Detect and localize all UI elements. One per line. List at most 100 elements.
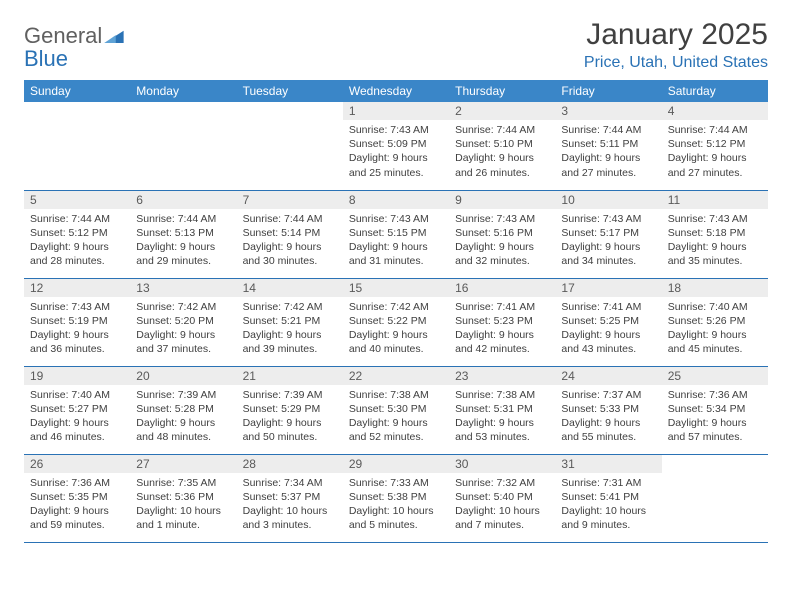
calendar-day-cell: 22Sunrise: 7:38 AMSunset: 5:30 PMDayligh… bbox=[343, 366, 449, 454]
day-number: 31 bbox=[555, 455, 661, 473]
calendar-day-cell: 9Sunrise: 7:43 AMSunset: 5:16 PMDaylight… bbox=[449, 190, 555, 278]
calendar-empty-cell bbox=[662, 454, 768, 542]
calendar-day-cell: 23Sunrise: 7:38 AMSunset: 5:31 PMDayligh… bbox=[449, 366, 555, 454]
logo-text-blue: Blue bbox=[24, 46, 68, 71]
day-details: Sunrise: 7:40 AMSunset: 5:27 PMDaylight:… bbox=[24, 385, 130, 449]
day-number: 21 bbox=[237, 367, 343, 385]
calendar-week-row: 26Sunrise: 7:36 AMSunset: 5:35 PMDayligh… bbox=[24, 454, 768, 542]
logo-text-general: General bbox=[24, 24, 102, 47]
calendar-empty-cell bbox=[130, 102, 236, 190]
day-number: 25 bbox=[662, 367, 768, 385]
day-details: Sunrise: 7:41 AMSunset: 5:25 PMDaylight:… bbox=[555, 297, 661, 361]
day-number: 24 bbox=[555, 367, 661, 385]
day-details: Sunrise: 7:34 AMSunset: 5:37 PMDaylight:… bbox=[237, 473, 343, 537]
calendar-day-cell: 21Sunrise: 7:39 AMSunset: 5:29 PMDayligh… bbox=[237, 366, 343, 454]
day-details: Sunrise: 7:43 AMSunset: 5:18 PMDaylight:… bbox=[662, 209, 768, 273]
calendar-day-cell: 17Sunrise: 7:41 AMSunset: 5:25 PMDayligh… bbox=[555, 278, 661, 366]
calendar-day-cell: 18Sunrise: 7:40 AMSunset: 5:26 PMDayligh… bbox=[662, 278, 768, 366]
calendar-day-cell: 25Sunrise: 7:36 AMSunset: 5:34 PMDayligh… bbox=[662, 366, 768, 454]
day-number: 1 bbox=[343, 102, 449, 120]
location: Price, Utah, United States bbox=[584, 54, 768, 72]
day-number: 7 bbox=[237, 191, 343, 209]
calendar-day-cell: 31Sunrise: 7:31 AMSunset: 5:41 PMDayligh… bbox=[555, 454, 661, 542]
day-number: 10 bbox=[555, 191, 661, 209]
day-details: Sunrise: 7:36 AMSunset: 5:35 PMDaylight:… bbox=[24, 473, 130, 537]
day-number: 29 bbox=[343, 455, 449, 473]
calendar-day-cell: 5Sunrise: 7:44 AMSunset: 5:12 PMDaylight… bbox=[24, 190, 130, 278]
day-details: Sunrise: 7:43 AMSunset: 5:09 PMDaylight:… bbox=[343, 120, 449, 184]
calendar-day-cell: 6Sunrise: 7:44 AMSunset: 5:13 PMDaylight… bbox=[130, 190, 236, 278]
calendar-day-cell: 1Sunrise: 7:43 AMSunset: 5:09 PMDaylight… bbox=[343, 102, 449, 190]
day-details: Sunrise: 7:31 AMSunset: 5:41 PMDaylight:… bbox=[555, 473, 661, 537]
day-number: 18 bbox=[662, 279, 768, 297]
calendar-day-cell: 13Sunrise: 7:42 AMSunset: 5:20 PMDayligh… bbox=[130, 278, 236, 366]
day-details: Sunrise: 7:43 AMSunset: 5:15 PMDaylight:… bbox=[343, 209, 449, 273]
day-number: 16 bbox=[449, 279, 555, 297]
day-details: Sunrise: 7:42 AMSunset: 5:22 PMDaylight:… bbox=[343, 297, 449, 361]
calendar-day-cell: 12Sunrise: 7:43 AMSunset: 5:19 PMDayligh… bbox=[24, 278, 130, 366]
day-details: Sunrise: 7:32 AMSunset: 5:40 PMDaylight:… bbox=[449, 473, 555, 537]
day-number: 27 bbox=[130, 455, 236, 473]
month-title: January 2025 bbox=[584, 18, 768, 52]
day-details: Sunrise: 7:44 AMSunset: 5:13 PMDaylight:… bbox=[130, 209, 236, 273]
calendar-day-cell: 7Sunrise: 7:44 AMSunset: 5:14 PMDaylight… bbox=[237, 190, 343, 278]
day-number: 8 bbox=[343, 191, 449, 209]
day-details: Sunrise: 7:43 AMSunset: 5:16 PMDaylight:… bbox=[449, 209, 555, 273]
calendar-page: GeneralBlue January 2025 Price, Utah, Un… bbox=[0, 0, 792, 555]
calendar-empty-cell bbox=[237, 102, 343, 190]
day-details: Sunrise: 7:44 AMSunset: 5:10 PMDaylight:… bbox=[449, 120, 555, 184]
calendar-week-row: 19Sunrise: 7:40 AMSunset: 5:27 PMDayligh… bbox=[24, 366, 768, 454]
calendar-week-row: 12Sunrise: 7:43 AMSunset: 5:19 PMDayligh… bbox=[24, 278, 768, 366]
day-header: Wednesday bbox=[343, 80, 449, 102]
day-number: 4 bbox=[662, 102, 768, 120]
day-number: 23 bbox=[449, 367, 555, 385]
logo-triangle-icon bbox=[104, 24, 124, 47]
day-details: Sunrise: 7:35 AMSunset: 5:36 PMDaylight:… bbox=[130, 473, 236, 537]
calendar-day-cell: 26Sunrise: 7:36 AMSunset: 5:35 PMDayligh… bbox=[24, 454, 130, 542]
day-number: 3 bbox=[555, 102, 661, 120]
calendar-day-cell: 4Sunrise: 7:44 AMSunset: 5:12 PMDaylight… bbox=[662, 102, 768, 190]
calendar-day-cell: 16Sunrise: 7:41 AMSunset: 5:23 PMDayligh… bbox=[449, 278, 555, 366]
calendar-day-cell: 28Sunrise: 7:34 AMSunset: 5:37 PMDayligh… bbox=[237, 454, 343, 542]
day-number: 12 bbox=[24, 279, 130, 297]
day-details: Sunrise: 7:38 AMSunset: 5:30 PMDaylight:… bbox=[343, 385, 449, 449]
day-number: 9 bbox=[449, 191, 555, 209]
calendar-week-row: 1Sunrise: 7:43 AMSunset: 5:09 PMDaylight… bbox=[24, 102, 768, 190]
day-details: Sunrise: 7:43 AMSunset: 5:17 PMDaylight:… bbox=[555, 209, 661, 273]
day-header: Thursday bbox=[449, 80, 555, 102]
day-number: 28 bbox=[237, 455, 343, 473]
day-details: Sunrise: 7:43 AMSunset: 5:19 PMDaylight:… bbox=[24, 297, 130, 361]
day-details: Sunrise: 7:37 AMSunset: 5:33 PMDaylight:… bbox=[555, 385, 661, 449]
calendar-header-row: SundayMondayTuesdayWednesdayThursdayFrid… bbox=[24, 80, 768, 102]
day-details: Sunrise: 7:39 AMSunset: 5:28 PMDaylight:… bbox=[130, 385, 236, 449]
calendar-day-cell: 2Sunrise: 7:44 AMSunset: 5:10 PMDaylight… bbox=[449, 102, 555, 190]
title-block: January 2025 Price, Utah, United States bbox=[584, 18, 768, 72]
day-number: 17 bbox=[555, 279, 661, 297]
calendar-day-cell: 8Sunrise: 7:43 AMSunset: 5:15 PMDaylight… bbox=[343, 190, 449, 278]
day-number: 22 bbox=[343, 367, 449, 385]
day-number: 30 bbox=[449, 455, 555, 473]
logo: GeneralBlue bbox=[24, 24, 124, 70]
calendar-day-cell: 29Sunrise: 7:33 AMSunset: 5:38 PMDayligh… bbox=[343, 454, 449, 542]
day-number: 19 bbox=[24, 367, 130, 385]
day-number: 15 bbox=[343, 279, 449, 297]
day-details: Sunrise: 7:44 AMSunset: 5:14 PMDaylight:… bbox=[237, 209, 343, 273]
day-number: 2 bbox=[449, 102, 555, 120]
calendar-day-cell: 3Sunrise: 7:44 AMSunset: 5:11 PMDaylight… bbox=[555, 102, 661, 190]
header: GeneralBlue January 2025 Price, Utah, Un… bbox=[24, 18, 768, 72]
day-number: 5 bbox=[24, 191, 130, 209]
calendar-day-cell: 11Sunrise: 7:43 AMSunset: 5:18 PMDayligh… bbox=[662, 190, 768, 278]
day-details: Sunrise: 7:41 AMSunset: 5:23 PMDaylight:… bbox=[449, 297, 555, 361]
day-header: Saturday bbox=[662, 80, 768, 102]
day-details: Sunrise: 7:44 AMSunset: 5:12 PMDaylight:… bbox=[24, 209, 130, 273]
day-header: Tuesday bbox=[237, 80, 343, 102]
day-header: Sunday bbox=[24, 80, 130, 102]
day-details: Sunrise: 7:36 AMSunset: 5:34 PMDaylight:… bbox=[662, 385, 768, 449]
calendar-body: 1Sunrise: 7:43 AMSunset: 5:09 PMDaylight… bbox=[24, 102, 768, 542]
day-details: Sunrise: 7:39 AMSunset: 5:29 PMDaylight:… bbox=[237, 385, 343, 449]
day-details: Sunrise: 7:44 AMSunset: 5:11 PMDaylight:… bbox=[555, 120, 661, 184]
day-number: 26 bbox=[24, 455, 130, 473]
day-details: Sunrise: 7:42 AMSunset: 5:21 PMDaylight:… bbox=[237, 297, 343, 361]
calendar-day-cell: 30Sunrise: 7:32 AMSunset: 5:40 PMDayligh… bbox=[449, 454, 555, 542]
calendar-empty-cell bbox=[24, 102, 130, 190]
